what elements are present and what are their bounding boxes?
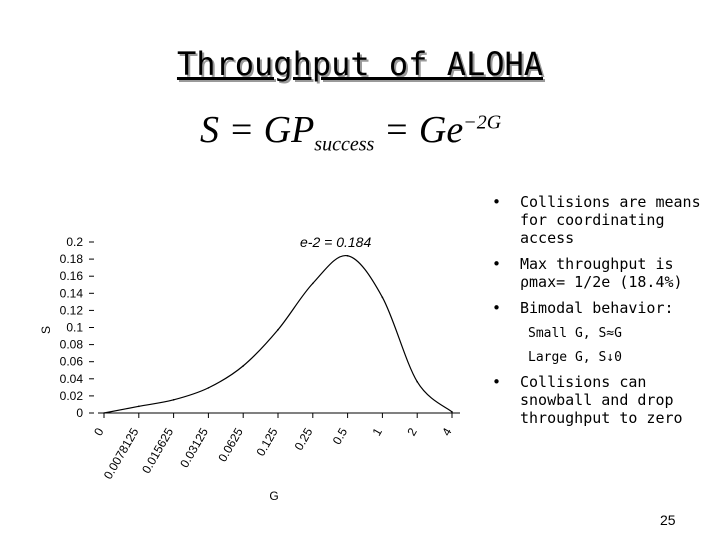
data-point [381,296,384,299]
bullet-marker: • [492,299,502,317]
x-axis-label: G [269,489,278,503]
y-tick-label: 0.08 [60,338,84,352]
bullet-list: • Collisions are means for coordinating … [490,193,715,435]
page-number: 25 [660,512,676,528]
y-tick-label: 0.04 [60,372,84,386]
y-tick-label: 0.18 [60,252,84,266]
x-tick-label: 0.0078125 [101,425,142,481]
x-tick-label: 0.125 [253,425,280,458]
x-tick-label: 0.25 [292,425,316,453]
x-tick-label: 0.5 [330,425,351,447]
y-axis-label: S [39,326,53,334]
x-tick-label: 0.03125 [177,425,211,470]
x-tick-label: 4 [439,425,455,438]
series-line [103,255,453,414]
peak-annotation: e-2 = 0.184 [300,234,371,250]
data-point [103,412,105,414]
data-point [207,387,210,389]
data-point [451,411,453,413]
sub-bullet: Large G, S↓0 [528,350,622,365]
x-tick-label: 0 [91,425,107,438]
y-tick-label: 0.02 [60,389,84,403]
slide-title: Throughput of ALOHA [176,45,544,83]
bullet-text: Bimodal behavior: [520,299,674,317]
formula-mid: = Ge [374,109,464,151]
bullet-text: Collisions can snowball and drop through… [520,373,683,427]
y-tick-label: 0.16 [60,269,84,283]
x-tick-label: 0.0625 [215,425,246,464]
y-tick-label: 0.06 [60,355,84,369]
bullet-text: Max throughput is ρmax= 1/2e (18.4%) [520,255,683,291]
y-tick-label: 0.12 [60,303,84,317]
data-point [416,380,419,383]
x-tick-label: 1 [370,425,386,438]
formula-exponent: −2G [463,111,502,134]
bullet-item: • Bimodal behavior: [490,299,715,317]
bullet-text: Collisions are means for coordinating ac… [520,193,701,247]
data-point [346,254,349,257]
bullet-item: • Collisions can snowball and drop throu… [490,373,715,427]
y-tick-label: 0.1 [66,321,83,335]
throughput-chart: 0 0.02 0.04 0.06 0.08 0.1 0.12 0.14 0.16 0.18 0.2 S… [39,234,460,503]
sub-bullet: Small G, S≈G [528,326,622,341]
data-point [242,365,244,367]
formula-subscript: success [314,133,375,156]
y-tick-label: 0.2 [66,235,83,249]
formula-lhs: S = GP [200,109,315,151]
bullet-marker: • [492,255,502,273]
x-tick-label: 2 [404,425,420,438]
bullet-item: • Max throughput is ρmax= 1/2e (18.4%) [490,255,715,291]
x-tick-label: 0.015625 [139,425,176,476]
y-tick-label: 0.14 [60,286,84,300]
data-point [312,282,314,285]
data-point [277,328,279,331]
bullet-item: • Collisions are means for coordinating … [490,193,715,247]
data-point [172,399,175,401]
bullet-marker: • [492,373,502,391]
bullet-marker: • [492,193,502,211]
data-point [138,405,140,408]
throughput-formula: S = GPsuccess = Ge−2G [200,108,501,157]
y-tick-label: 0 [76,406,83,420]
